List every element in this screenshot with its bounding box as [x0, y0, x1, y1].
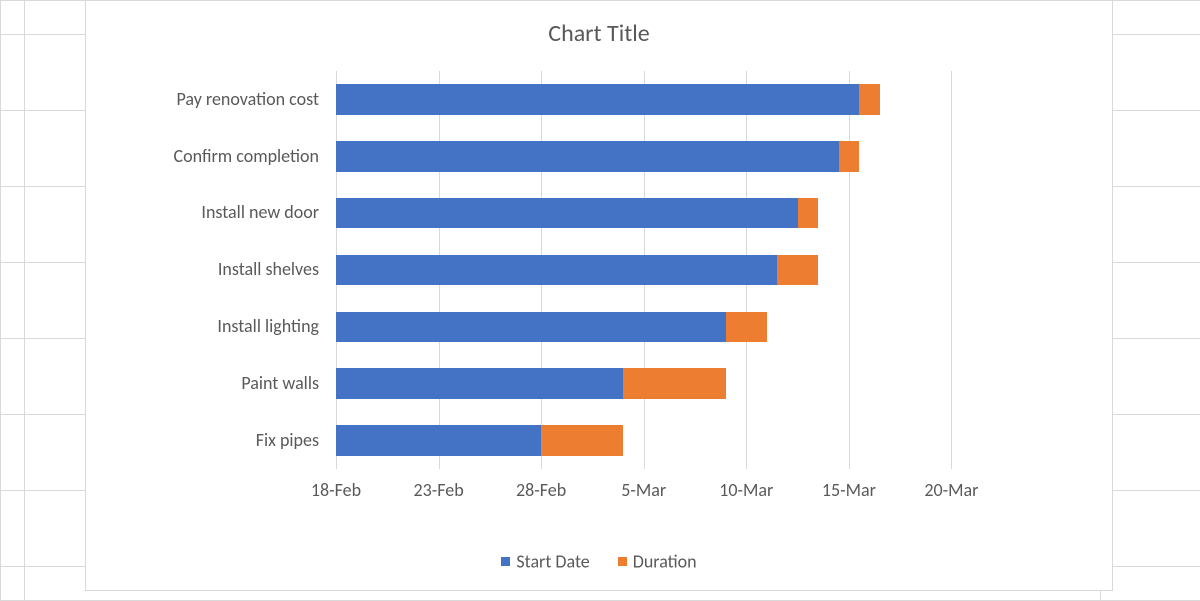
bar-duration: [859, 84, 880, 115]
legend-label: Duration: [633, 551, 697, 573]
bar-row: [336, 84, 1054, 115]
bar-start-date: [336, 198, 798, 229]
y-tick-label: Paint walls: [241, 372, 319, 394]
bar-row: [336, 312, 1054, 343]
bar-duration: [541, 425, 623, 456]
legend-item: Duration: [618, 549, 697, 573]
chart-title: Chart Title: [86, 19, 1112, 48]
x-tick-label: 18-Feb: [311, 479, 361, 501]
x-tick-label: 23-Feb: [413, 479, 463, 501]
bar-duration: [726, 312, 767, 343]
legend-item: Start Date: [501, 549, 589, 573]
legend-swatch: [618, 557, 627, 566]
bar-duration: [798, 198, 819, 229]
bar-row: [336, 425, 1054, 456]
y-tick-label: Install shelves: [218, 258, 319, 280]
bar-duration: [839, 141, 860, 172]
bar-row: [336, 368, 1054, 399]
plot-area: 18-Feb23-Feb28-Feb5-Mar10-Mar15-Mar20-Ma…: [336, 71, 1054, 469]
legend-label: Start Date: [516, 551, 589, 573]
bar-start-date: [336, 312, 726, 343]
bar-start-date: [336, 255, 777, 286]
legend-swatch: [501, 557, 510, 566]
x-tick-label: 5-Mar: [621, 479, 666, 501]
x-tick-label: 28-Feb: [516, 479, 566, 501]
x-tick-label: 15-Mar: [822, 479, 876, 501]
bar-start-date: [336, 84, 859, 115]
bar-row: [336, 198, 1054, 229]
bar-row: [336, 141, 1054, 172]
sheet-col-line: [0, 0, 1, 600]
bar-duration: [777, 255, 818, 286]
bar-start-date: [336, 141, 839, 172]
bar-duration: [623, 368, 726, 399]
y-tick-label: Install lighting: [217, 315, 319, 337]
bar-row: [336, 255, 1054, 286]
y-tick-label: Confirm completion: [174, 145, 319, 167]
y-tick-label: Pay renovation cost: [177, 88, 319, 110]
bar-start-date: [336, 368, 623, 399]
legend: Start Date Duration: [86, 549, 1112, 573]
chart-frame[interactable]: Chart Title 18-Feb23-Feb28-Feb5-Mar10-Ma…: [85, 0, 1113, 591]
bar-start-date: [336, 425, 541, 456]
sheet-col-line: [24, 0, 25, 600]
x-tick-label: 10-Mar: [719, 479, 773, 501]
y-tick-label: Fix pipes: [256, 429, 319, 451]
x-tick-label: 20-Mar: [924, 479, 978, 501]
y-tick-label: Install new door: [201, 201, 319, 223]
